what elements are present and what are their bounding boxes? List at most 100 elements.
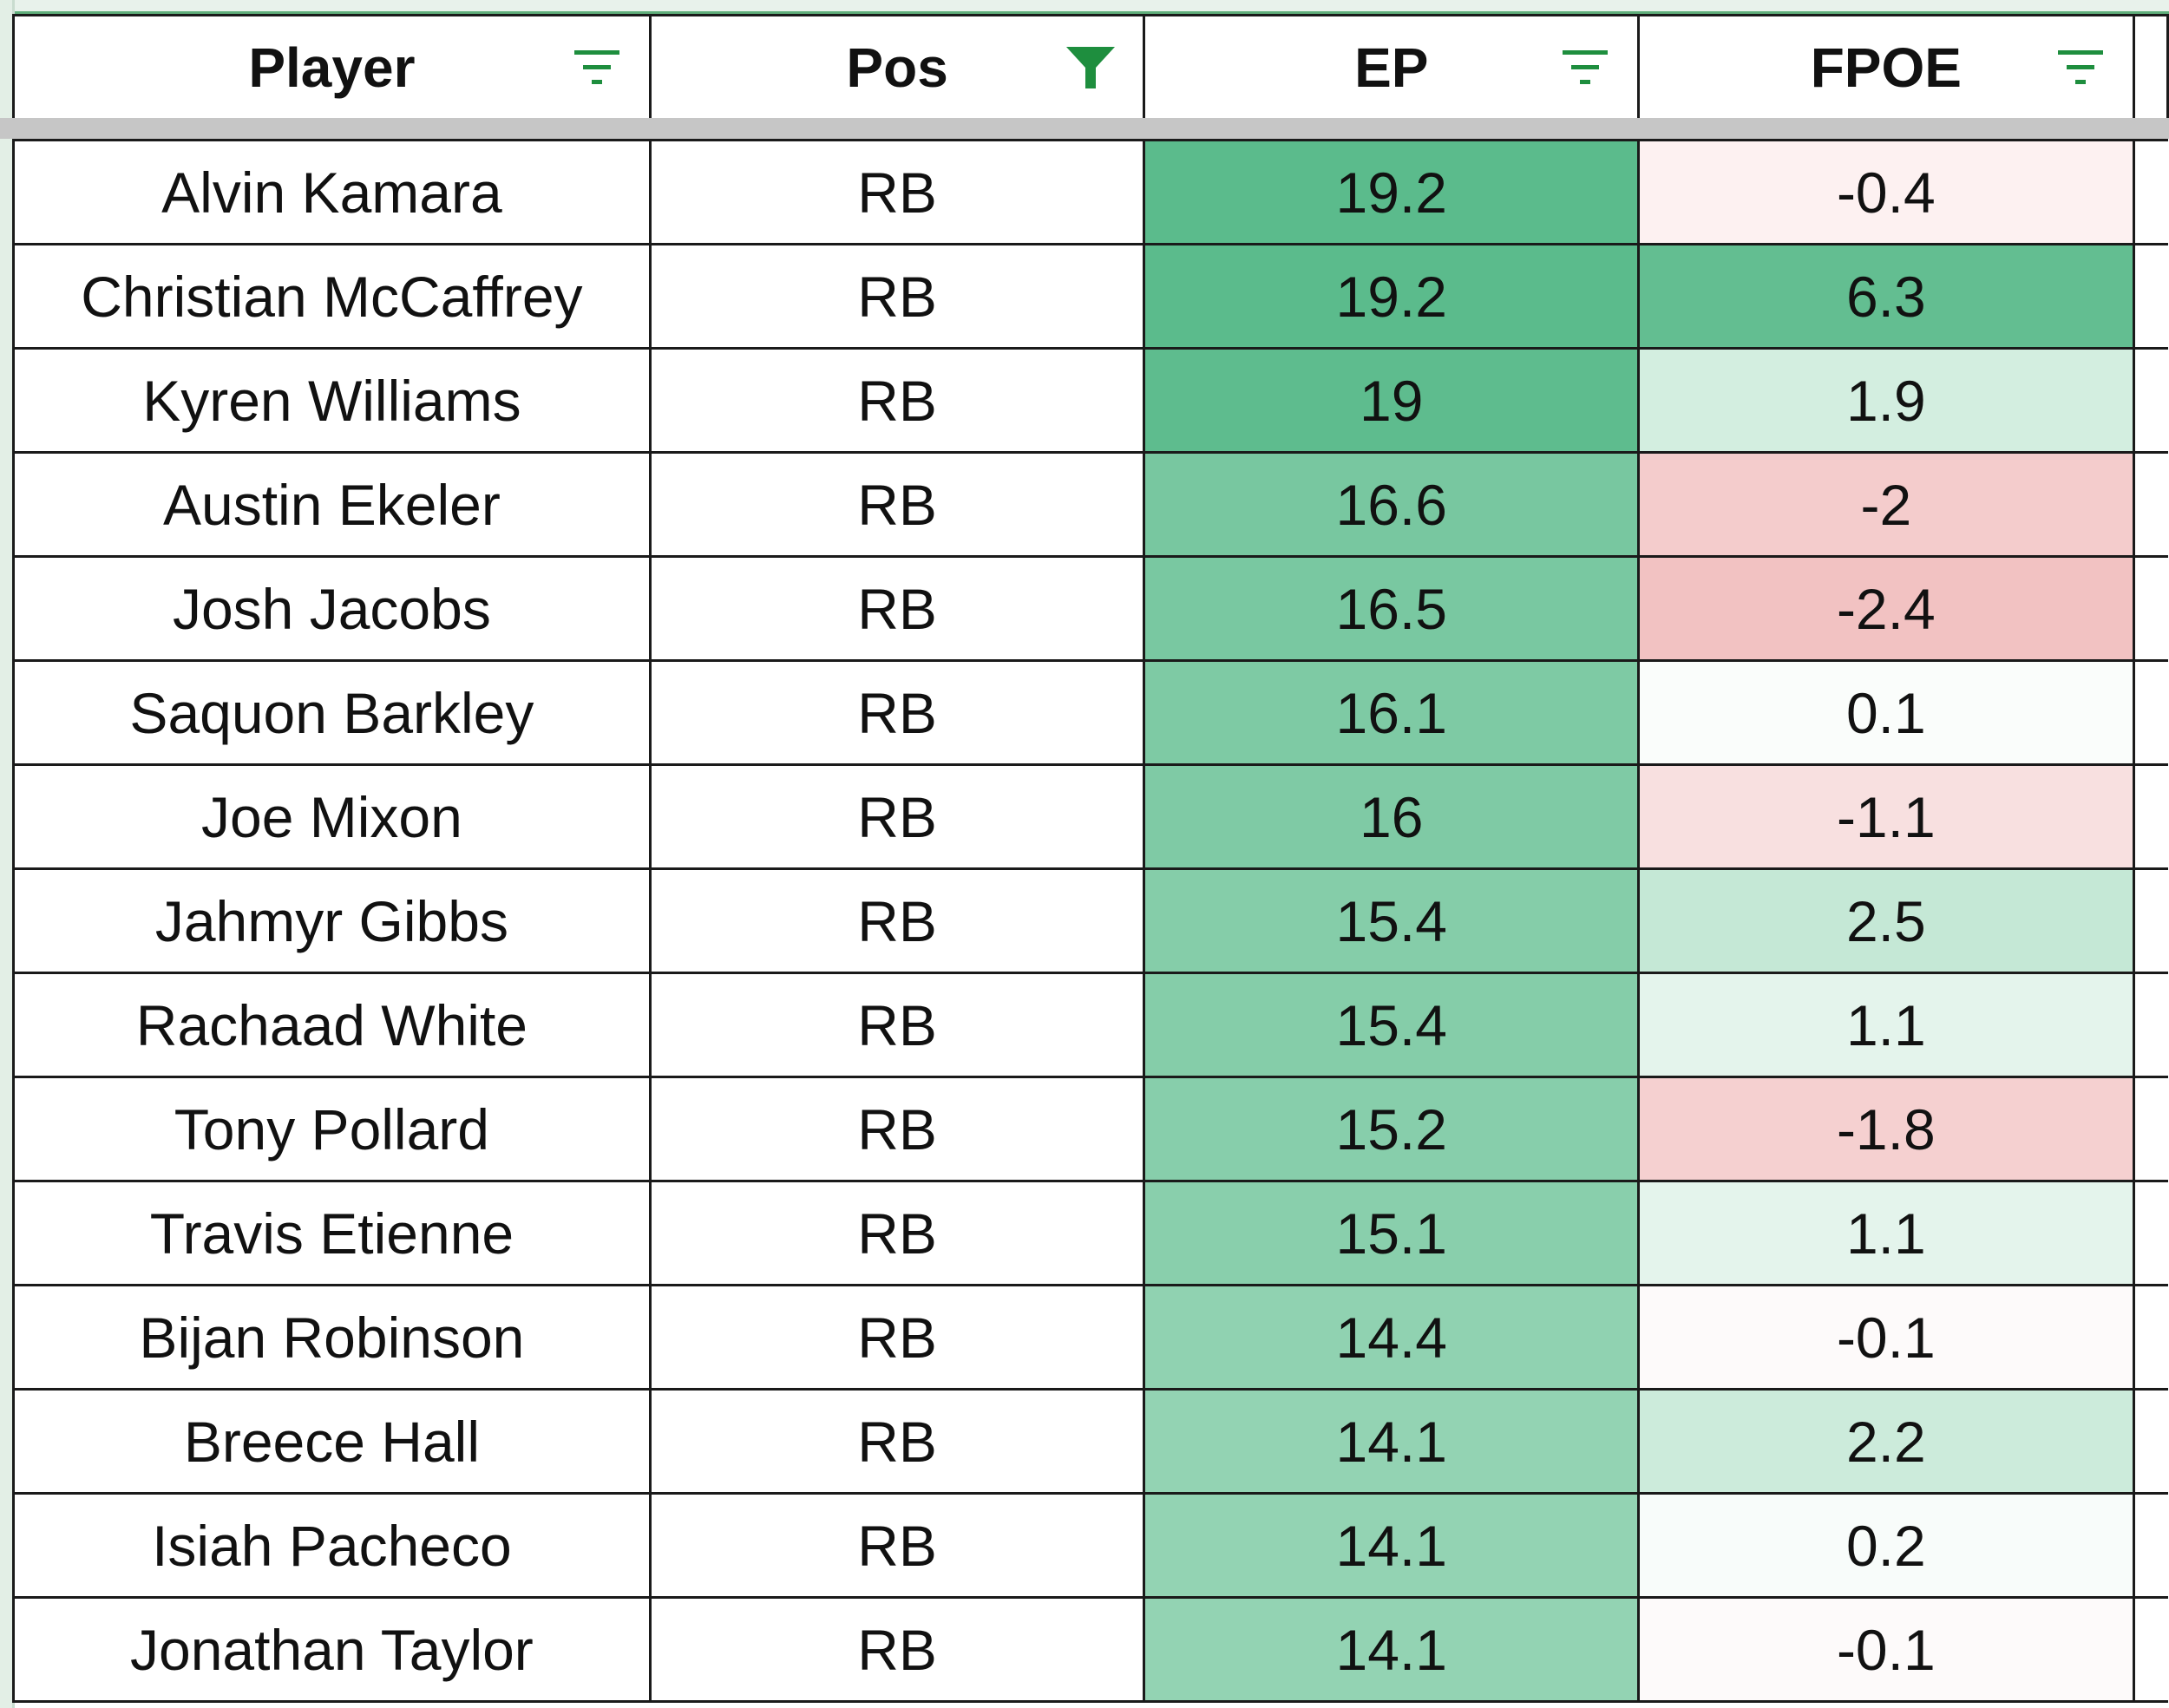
cell-next-column[interactable] [2132, 451, 2168, 558]
row-header-strip[interactable] [0, 0, 12, 1708]
cell-fpoe[interactable]: -1.1 [1637, 763, 2135, 870]
cell-player[interactable]: Travis Etienne [12, 1180, 652, 1286]
cell-next-column[interactable] [2132, 1492, 2168, 1599]
cell-ep[interactable]: 14.1 [1143, 1492, 1641, 1599]
cell-fpoe[interactable]: -0.4 [1637, 139, 2135, 245]
cell-ep[interactable]: 16.5 [1143, 555, 1641, 662]
header-cell-player[interactable]: Player [12, 14, 652, 121]
table-row: Breece Hall RB 14.1 2.2 [12, 1388, 2168, 1495]
table-row: Tony Pollard RB 15.2 -1.8 [12, 1076, 2168, 1182]
cell-ep[interactable]: 15.2 [1143, 1076, 1641, 1182]
cell-ep[interactable]: 15.4 [1143, 972, 1641, 1078]
cell-fpoe[interactable]: 0.2 [1637, 1492, 2135, 1599]
header-cell-fpoe[interactable]: FPOE [1637, 14, 2135, 121]
cell-pos[interactable]: RB [648, 659, 1146, 766]
cell-fpoe[interactable]: 1.1 [1637, 972, 2135, 1078]
cell-player[interactable]: Jonathan Taylor [12, 1596, 652, 1703]
cell-fpoe[interactable]: 1.1 [1637, 1180, 2135, 1286]
cell-player[interactable]: Isiah Pacheco [12, 1492, 652, 1599]
cell-player[interactable]: Jahmyr Gibbs [12, 867, 652, 974]
cell-pos[interactable]: RB [648, 139, 1146, 245]
cell-ep[interactable]: 19 [1143, 347, 1641, 454]
column-header-strip[interactable] [0, 0, 2169, 14]
data-table: Player Pos [12, 14, 2169, 1703]
table-row: Isiah Pacheco RB 14.1 0.2 [12, 1492, 2168, 1599]
cell-ep[interactable]: 19.2 [1143, 243, 1641, 350]
cell-player[interactable]: Alvin Kamara [12, 139, 652, 245]
filter-lines-icon[interactable] [2053, 45, 2108, 90]
cell-next-column[interactable] [2132, 1388, 2168, 1495]
cell-fpoe[interactable]: -0.1 [1637, 1596, 2135, 1703]
cell-pos[interactable]: RB [648, 972, 1146, 1078]
header-label-fpoe: FPOE [1810, 36, 1962, 99]
cell-next-column[interactable] [2132, 763, 2168, 870]
table-row: Josh Jacobs RB 16.5 -2.4 [12, 555, 2168, 662]
cell-player[interactable]: Kyren Williams [12, 347, 652, 454]
cell-ep[interactable]: 15.1 [1143, 1180, 1641, 1286]
table-row: Joe Mixon RB 16 -1.1 [12, 763, 2168, 870]
cell-pos[interactable]: RB [648, 555, 1146, 662]
cell-pos[interactable]: RB [648, 1596, 1146, 1703]
cell-pos[interactable]: RB [648, 867, 1146, 974]
cell-fpoe[interactable]: 1.9 [1637, 347, 2135, 454]
cell-fpoe[interactable]: -0.1 [1637, 1284, 2135, 1391]
table-row: Jonathan Taylor RB 14.1 -0.1 [12, 1596, 2168, 1703]
cell-pos[interactable]: RB [648, 451, 1146, 558]
cell-player[interactable]: Rachaad White [12, 972, 652, 1078]
filter-lines-icon[interactable] [1557, 45, 1613, 90]
cell-next-column[interactable] [2132, 867, 2168, 974]
cell-ep[interactable]: 15.4 [1143, 867, 1641, 974]
cell-ep[interactable]: 16.6 [1143, 451, 1641, 558]
table-row: Alvin Kamara RB 19.2 -0.4 [12, 139, 2168, 245]
header-cell-pos[interactable]: Pos [648, 14, 1146, 121]
cell-player[interactable]: Joe Mixon [12, 763, 652, 870]
cell-next-column[interactable] [2132, 347, 2168, 454]
frozen-row-divider[interactable] [0, 118, 2169, 139]
cell-next-column[interactable] [2132, 1076, 2168, 1182]
cell-player[interactable]: Josh Jacobs [12, 555, 652, 662]
table-row: Rachaad White RB 15.4 1.1 [12, 972, 2168, 1078]
filter-lines-icon[interactable] [569, 45, 625, 90]
header-cell-ep[interactable]: EP [1143, 14, 1641, 121]
cell-next-column[interactable] [2132, 1284, 2168, 1391]
cell-fpoe[interactable]: 2.2 [1637, 1388, 2135, 1495]
cell-next-column[interactable] [2132, 555, 2168, 662]
cell-ep[interactable]: 14.4 [1143, 1284, 1641, 1391]
cell-fpoe[interactable]: -1.8 [1637, 1076, 2135, 1182]
cell-fpoe[interactable]: -2.4 [1637, 555, 2135, 662]
cell-player[interactable]: Breece Hall [12, 1388, 652, 1495]
cell-ep[interactable]: 16.1 [1143, 659, 1641, 766]
cell-pos[interactable]: RB [648, 347, 1146, 454]
cell-next-column[interactable] [2132, 139, 2168, 245]
cell-player[interactable]: Saquon Barkley [12, 659, 652, 766]
cell-player[interactable]: Bijan Robinson [12, 1284, 652, 1391]
cell-next-column[interactable] [2132, 659, 2168, 766]
cell-pos[interactable]: RB [648, 243, 1146, 350]
cell-pos[interactable]: RB [648, 1284, 1146, 1391]
cell-ep[interactable]: 14.1 [1143, 1596, 1641, 1703]
cell-pos[interactable]: RB [648, 1076, 1146, 1182]
table-row: Bijan Robinson RB 14.4 -0.1 [12, 1284, 2168, 1391]
cell-ep[interactable]: 16 [1143, 763, 1641, 870]
cell-pos[interactable]: RB [648, 763, 1146, 870]
cell-player[interactable]: Austin Ekeler [12, 451, 652, 558]
cell-ep[interactable]: 19.2 [1143, 139, 1641, 245]
cell-player[interactable]: Tony Pollard [12, 1076, 652, 1182]
cell-ep[interactable]: 14.1 [1143, 1388, 1641, 1495]
cell-next-column[interactable] [2132, 972, 2168, 1078]
header-cell-next-column[interactable] [2132, 14, 2169, 121]
cell-fpoe[interactable]: -2 [1637, 451, 2135, 558]
cell-next-column[interactable] [2132, 1180, 2168, 1286]
filter-funnel-icon[interactable] [1063, 45, 1118, 90]
cell-fpoe[interactable]: 0.1 [1637, 659, 2135, 766]
cell-fpoe[interactable]: 6.3 [1637, 243, 2135, 350]
cell-fpoe[interactable]: 2.5 [1637, 867, 2135, 974]
header-label-ep: EP [1354, 36, 1429, 99]
cell-next-column[interactable] [2132, 243, 2168, 350]
cell-player[interactable]: Christian McCaffrey [12, 243, 652, 350]
cell-pos[interactable]: RB [648, 1180, 1146, 1286]
cell-pos[interactable]: RB [648, 1388, 1146, 1495]
cell-next-column[interactable] [2132, 1596, 2168, 1703]
cell-pos[interactable]: RB [648, 1492, 1146, 1599]
